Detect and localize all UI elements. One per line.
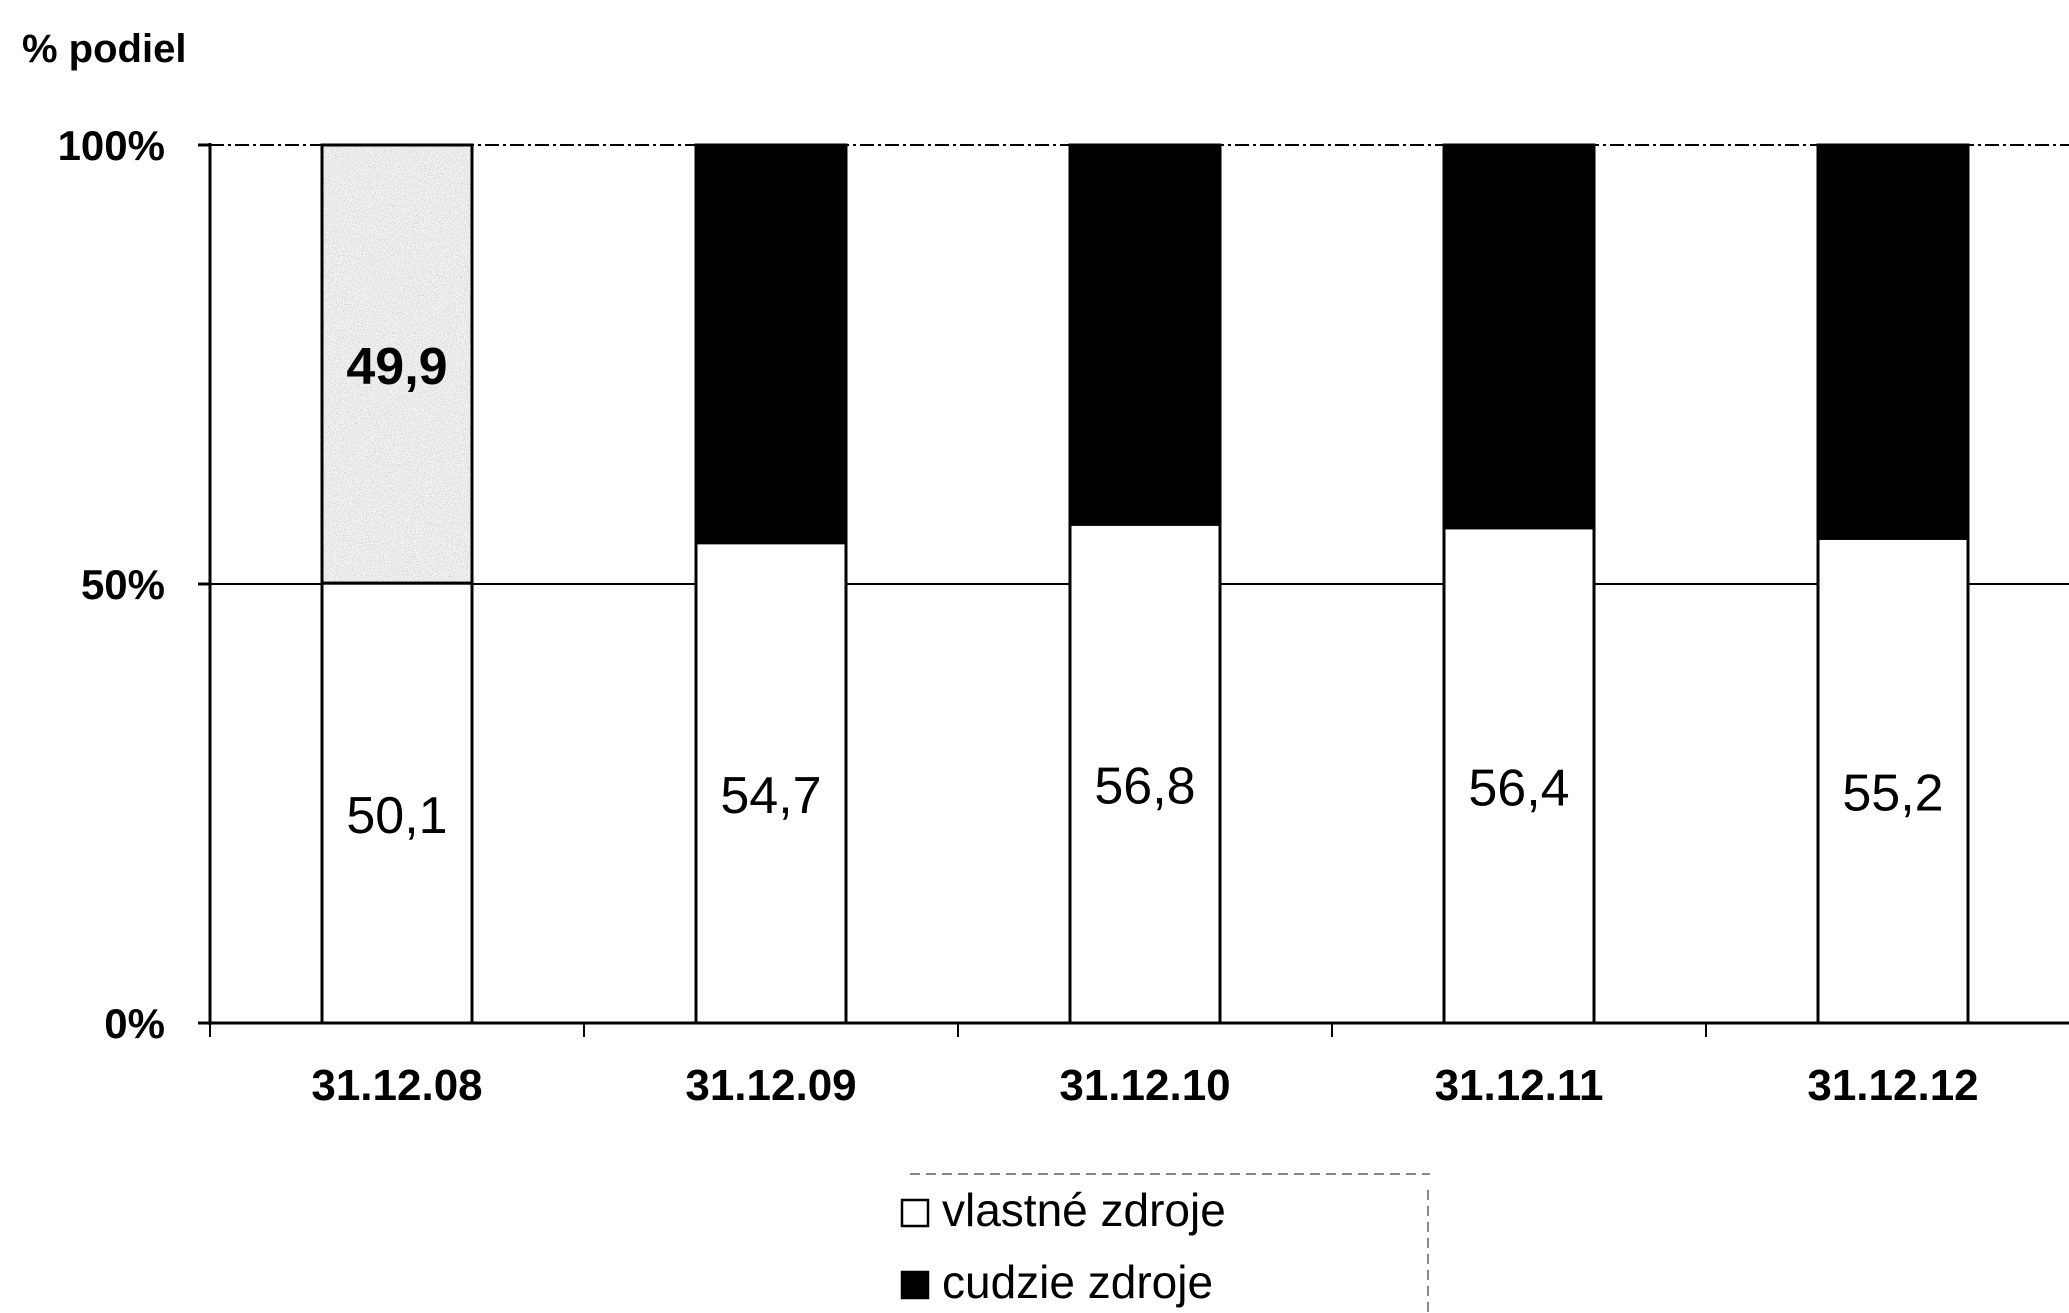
data-label-vlastne-3: 56,4 — [1468, 759, 1569, 817]
x-tick-label-0: 31.12.08 — [311, 1061, 482, 1110]
axes — [198, 143, 2069, 1037]
legend-swatch-cudzie — [900, 1270, 930, 1300]
x-tick-label-1: 31.12.09 — [685, 1061, 856, 1110]
y-tick-label-50: 50% — [81, 561, 165, 608]
data-label-vlastne-2: 56,8 — [1094, 758, 1195, 816]
x-tick-label-2: 31.12.10 — [1059, 1061, 1230, 1110]
y-tick-label-100: 100% — [58, 122, 165, 169]
data-label-cudzie-4: 44,8 — [1842, 316, 1943, 374]
data-label-vlastne-0: 50,1 — [346, 787, 447, 845]
x-tick-labels: 31.12.08 31.12.09 31.12.10 31.12.11 31.12.12 — [311, 1061, 1978, 1110]
bar-cudzie-2 — [1068, 143, 1222, 526]
data-label-vlastne-1: 54,7 — [720, 767, 821, 825]
bar-vlastne-1 — [694, 541, 848, 1025]
data-labels: 50,1 49,9 54,7 45,3 56,8 43,2 56,4 43,6 55,2 44,8 — [346, 309, 1943, 845]
x-tick-label-4: 31.12.12 — [1807, 1061, 1978, 1110]
data-label-cudzie-2: 43,2 — [1094, 309, 1195, 367]
legend-label-vlastne: vlastné zdroje — [942, 1184, 1226, 1236]
y-tick-label-0: 0% — [104, 1000, 165, 1047]
data-label-cudzie-1: 45,3 — [720, 318, 821, 376]
x-tick-label-3: 31.12.11 — [1435, 1061, 1604, 1110]
data-label-cudzie-3: 43,6 — [1468, 310, 1569, 368]
bar-vlastne-4 — [1816, 536, 1970, 1025]
y-tick-labels: 0% 50% 100% — [58, 122, 165, 1047]
legend: vlastné zdroje cudzie zdroje — [900, 1173, 1430, 1313]
legend-label-cudzie: cudzie zdroje — [942, 1256, 1213, 1308]
legend-swatch-vlastne — [900, 1198, 930, 1228]
bar-cudzie-4 — [1816, 143, 1970, 540]
bar-vlastne-0 — [320, 581, 474, 1025]
y-axis-title: % podiel — [22, 27, 186, 71]
bar-cudzie-3 — [1442, 143, 1596, 530]
data-label-cudzie-0: 49,9 — [346, 338, 447, 396]
bars-group — [320, 143, 1970, 1025]
bar-vlastne-3 — [1442, 526, 1596, 1025]
bar-cudzie-outline-0 — [320, 143, 474, 585]
bar-cudzie-1 — [694, 143, 848, 545]
data-label-vlastne-4: 55,2 — [1842, 765, 1943, 823]
